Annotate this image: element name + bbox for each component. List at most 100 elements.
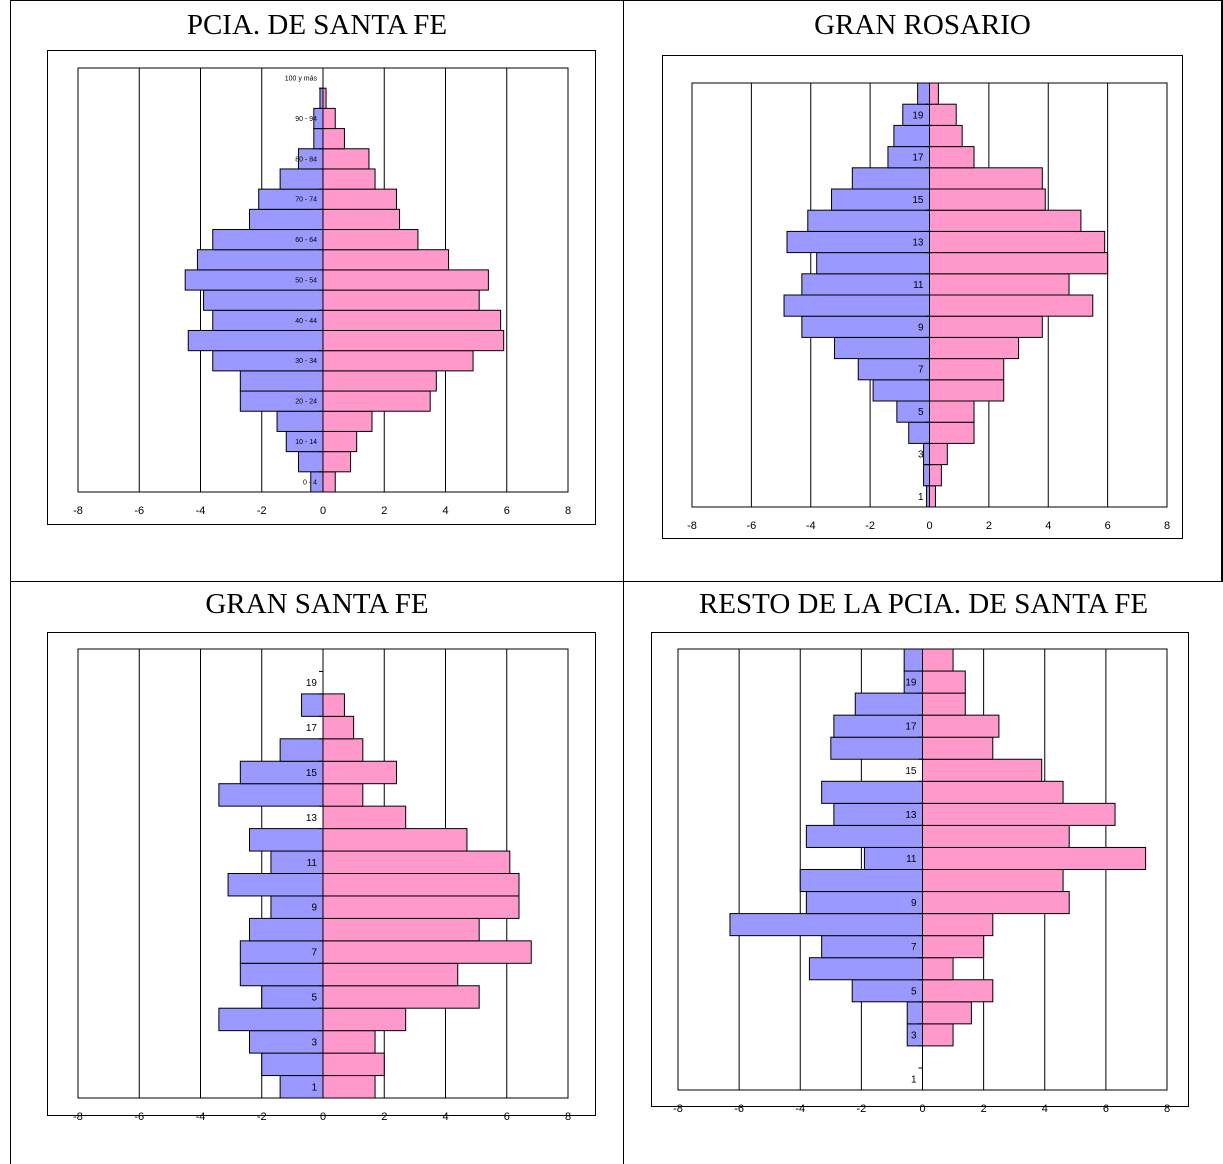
- bar-male: [239, 370, 324, 392]
- bar-male: [249, 917, 324, 942]
- x-tick-label: 2: [986, 520, 992, 532]
- y-category-label: 17: [905, 722, 917, 733]
- x-tick-label: 4: [442, 1111, 448, 1123]
- y-category-label: 17: [912, 153, 924, 164]
- x-tick-label: -6: [134, 1111, 144, 1123]
- bar-female: [922, 736, 994, 760]
- panel-title-gran-santa-fe: GRAN SANTA FE: [205, 588, 429, 620]
- bar-female: [322, 1007, 407, 1032]
- bar-female: [322, 850, 511, 874]
- bar-female: [322, 148, 370, 170]
- panel-title-resto: RESTO DE LA PCIA. DE SANTA FE: [698, 588, 1149, 620]
- bar-female: [922, 957, 954, 981]
- bar-male: [196, 249, 324, 271]
- bar-male: [917, 82, 930, 105]
- bar-female: [922, 979, 994, 1003]
- bar-female: [322, 249, 450, 271]
- bar-female: [322, 188, 397, 210]
- bar-male: [808, 957, 924, 981]
- bar-female: [322, 985, 480, 1009]
- y-category-label: 70 - 74: [295, 197, 317, 204]
- bar-female: [929, 103, 957, 126]
- bar-female: [929, 336, 1020, 360]
- bar-female: [929, 146, 975, 169]
- table-border-top: [10, 0, 1223, 1]
- x-tick-label: 0: [320, 505, 326, 517]
- y-category-label: 13: [905, 810, 917, 821]
- y-category-label: 80 - 84: [295, 156, 317, 163]
- y-category-label: 7: [911, 942, 917, 953]
- x-tick-label: -4: [196, 1111, 206, 1123]
- x-tick-label: 8: [1164, 1103, 1170, 1115]
- bar-female: [922, 802, 1116, 826]
- bar-female: [929, 167, 1043, 190]
- bar-male: [816, 252, 930, 275]
- y-category-label: 1: [311, 1082, 317, 1093]
- bar-female: [322, 208, 401, 231]
- y-category-label: 11: [906, 854, 917, 865]
- x-tick-label: -4: [795, 1103, 805, 1115]
- bar-male: [805, 824, 923, 848]
- bar-female: [929, 358, 1005, 381]
- y-category-label: 13: [912, 238, 924, 249]
- bar-female: [922, 780, 1064, 804]
- bar-female: [929, 315, 1043, 338]
- bar-male: [786, 230, 930, 254]
- bar-female: [922, 692, 966, 716]
- y-category-label: 0 - 4: [303, 479, 317, 486]
- bar-male: [298, 451, 324, 473]
- bar-male: [729, 913, 923, 937]
- bar-male: [801, 273, 930, 296]
- bar-female: [322, 107, 336, 130]
- panel-title-santa-fe: PCIA. DE SANTA FE: [186, 9, 448, 41]
- y-category-label: 30 - 34: [295, 358, 317, 365]
- bar-female: [322, 962, 459, 987]
- bar-female: [322, 289, 480, 311]
- bar-female: [322, 350, 474, 372]
- bar-male: [279, 168, 324, 190]
- y-category-label: 9: [918, 322, 924, 333]
- bar-female: [929, 379, 1005, 402]
- bar-female: [322, 738, 364, 762]
- bar-female: [322, 471, 336, 493]
- x-tick-label: 0: [926, 520, 932, 532]
- bar-female: [922, 935, 985, 959]
- table-border-right: [1221, 0, 1223, 582]
- y-category-label: 40 - 44: [295, 318, 317, 325]
- bar-female: [929, 294, 1094, 317]
- bar-female: [929, 400, 975, 423]
- x-tick-label: 6: [1105, 520, 1111, 532]
- bar-female: [322, 390, 431, 412]
- table-border-left: [10, 0, 11, 1164]
- x-tick-label: -8: [673, 1103, 683, 1115]
- bar-female: [922, 648, 954, 672]
- y-category-label: 13: [306, 813, 318, 824]
- bar-female: [322, 895, 520, 919]
- y-category-label: 3: [911, 1030, 917, 1041]
- x-tick-label: 8: [565, 505, 571, 517]
- y-category-label: 5: [918, 407, 924, 418]
- x-tick-label: 4: [1042, 1103, 1048, 1115]
- bar-male: [923, 442, 930, 466]
- x-tick-label: -8: [73, 505, 83, 517]
- x-tick-label: -4: [196, 505, 206, 517]
- bar-male: [821, 935, 923, 959]
- x-tick-label: -2: [856, 1103, 866, 1115]
- bar-female: [922, 1001, 972, 1025]
- bar-male: [276, 410, 324, 432]
- bar-male: [279, 738, 324, 762]
- bar-female: [322, 828, 468, 852]
- bar-female: [922, 824, 1070, 848]
- y-category-label: 20 - 24: [295, 399, 317, 406]
- x-tick-label: -8: [687, 520, 697, 532]
- bar-male: [218, 1007, 324, 1032]
- bar-male: [261, 1052, 324, 1077]
- x-tick-label: -8: [73, 1111, 83, 1123]
- y-category-label: 15: [905, 766, 917, 777]
- bar-female: [922, 913, 994, 937]
- y-category-label: 7: [918, 365, 924, 376]
- y-category-label: 17: [306, 723, 318, 734]
- y-category-label: 10 - 14: [295, 439, 317, 446]
- y-category-label: 19: [306, 678, 318, 689]
